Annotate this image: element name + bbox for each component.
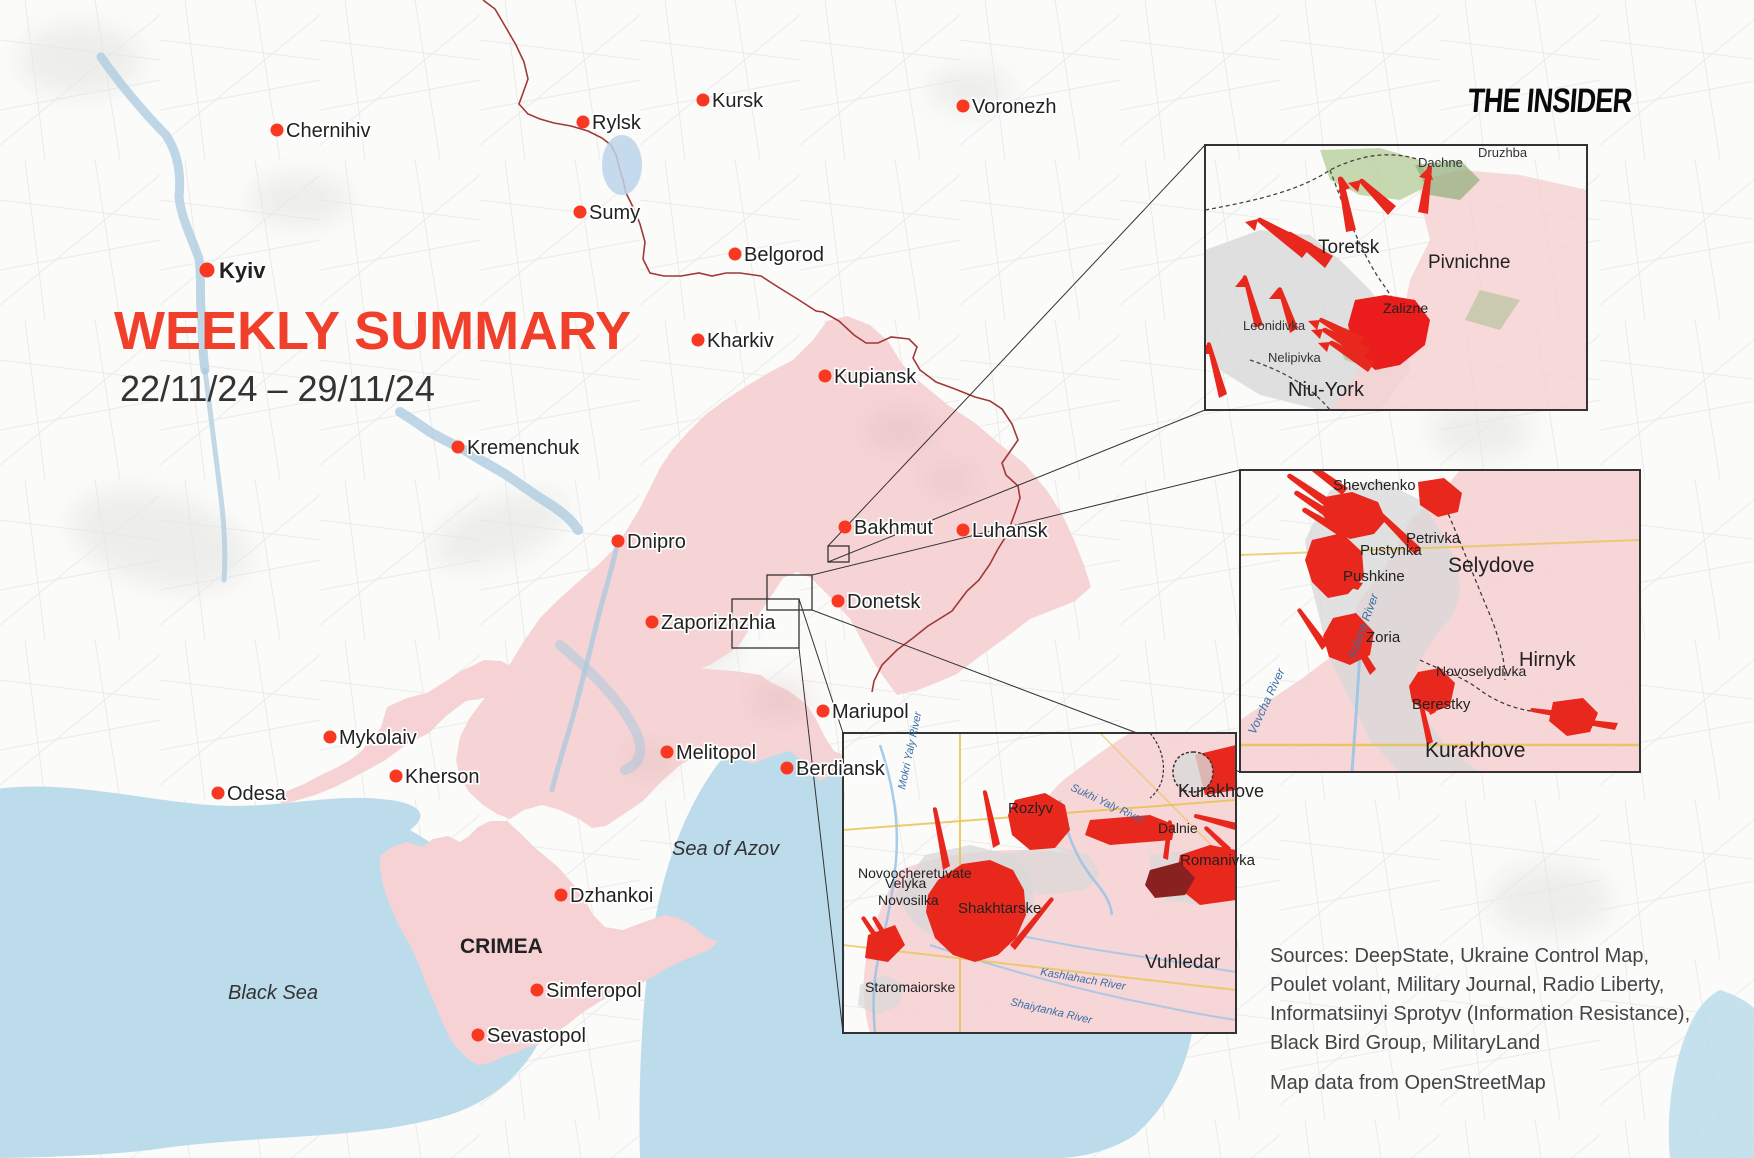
svg-text:Dachne: Dachne bbox=[1418, 155, 1463, 170]
svg-text:Rozlyv: Rozlyv bbox=[1008, 800, 1054, 817]
svg-text:Novosilka: Novosilka bbox=[878, 892, 939, 908]
svg-text:Romanivka: Romanivka bbox=[1180, 852, 1256, 869]
svg-text:Zalizne: Zalizne bbox=[1383, 300, 1428, 316]
svg-text:Hirnyk: Hirnyk bbox=[1519, 649, 1577, 671]
svg-text:Shevchenko: Shevchenko bbox=[1333, 477, 1416, 494]
svg-text:Staromaiorske: Staromaiorske bbox=[865, 979, 955, 995]
svg-text:Kurakhove: Kurakhove bbox=[1425, 739, 1525, 762]
svg-text:Pushkine: Pushkine bbox=[1343, 568, 1405, 585]
svg-text:Nelipivka: Nelipivka bbox=[1268, 350, 1322, 365]
svg-text:Berestky: Berestky bbox=[1412, 696, 1471, 713]
svg-text:Druzhba: Druzhba bbox=[1478, 145, 1528, 160]
svg-text:Selydove: Selydove bbox=[1448, 554, 1534, 577]
svg-text:Dalnie: Dalnie bbox=[1158, 820, 1198, 836]
svg-text:Vuhledar: Vuhledar bbox=[1145, 952, 1221, 973]
svg-text:Shakhtarske: Shakhtarske bbox=[958, 900, 1041, 917]
svg-text:Pivnichne: Pivnichne bbox=[1428, 252, 1510, 273]
svg-text:Pustynka: Pustynka bbox=[1360, 542, 1422, 559]
svg-text:Novoselydivka: Novoselydivka bbox=[1436, 663, 1526, 679]
svg-text:Leonidivka: Leonidivka bbox=[1243, 318, 1306, 333]
svg-text:Kurakhove: Kurakhove bbox=[1178, 781, 1264, 801]
svg-text:Niu-York: Niu-York bbox=[1288, 379, 1365, 401]
svg-text:Zoria: Zoria bbox=[1366, 629, 1401, 646]
svg-text:Velyka: Velyka bbox=[885, 875, 926, 891]
svg-text:Toretsk: Toretsk bbox=[1318, 237, 1380, 258]
